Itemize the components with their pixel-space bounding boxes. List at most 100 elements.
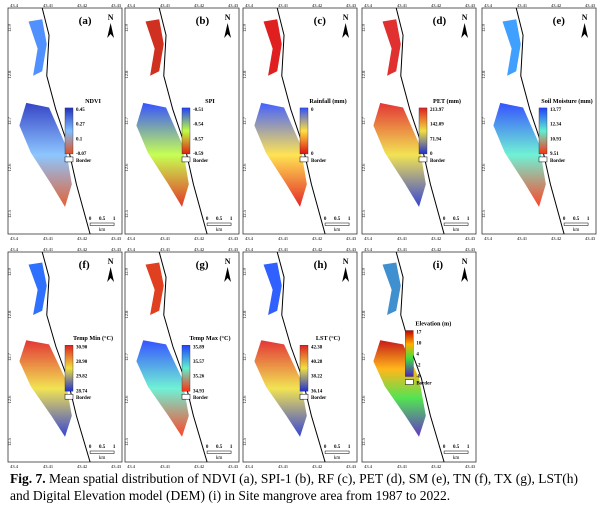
lon-tick-label: 43.4: [364, 247, 373, 252]
lon-tick-label: 43.41: [160, 236, 170, 241]
lat-tick-label: 12.9: [242, 267, 247, 276]
scale-label: 0: [89, 217, 92, 222]
north-label: N: [343, 257, 349, 266]
border-swatch: [299, 156, 309, 163]
mangrove-north: [28, 19, 47, 76]
scale-unit: km: [99, 228, 106, 233]
lon-tick-label: 43.43: [111, 236, 122, 241]
scale-label: 0.5: [216, 217, 223, 222]
lon-tick-label: 43.4: [127, 236, 136, 241]
lon-tick-label: 43.43: [465, 236, 476, 241]
border-swatch: [405, 379, 414, 385]
scale-label: 0: [443, 217, 446, 222]
map-panel: 43.4 43.4 43.41 43.41 43.42 43.42 43.43 43.43 12…: [481, 3, 597, 241]
coastline: [395, 7, 445, 235]
lon-tick-label: 43.41: [278, 3, 288, 8]
mangrove-north: [382, 19, 401, 76]
lat-tick-label: 12.8: [242, 70, 247, 79]
lat-tick-label: 12.9: [124, 23, 129, 32]
lon-tick-label: 43.43: [228, 3, 239, 8]
map-panel: 43.4 43.4 43.41 43.41 43.42 43.42 43.43 43.43 12…: [242, 247, 358, 469]
lat-tick-label: 12.6: [481, 163, 486, 172]
legend-value: 142.09: [430, 123, 444, 128]
legend-value: 42.38: [311, 345, 323, 350]
lon-tick-label: 43.41: [517, 3, 527, 8]
scale-unit: km: [453, 456, 460, 461]
caption-text: Mean spatial distribution of NDVI (a), S…: [10, 471, 579, 503]
border-label: Border: [193, 396, 209, 401]
scale-bar: [89, 450, 115, 454]
scale-bar: [324, 450, 350, 454]
coastline: [41, 251, 91, 463]
mangrove-south: [136, 340, 189, 437]
border-swatch: [538, 156, 548, 163]
lat-tick-label: 12.5: [361, 209, 366, 218]
north-arrow: [107, 267, 115, 282]
legend-value: 0.27: [76, 123, 85, 128]
mangrove-north: [263, 262, 282, 315]
lat-tick-label: 12.5: [361, 437, 366, 446]
north-arrow: [342, 23, 350, 38]
legend-colorbar: [418, 107, 428, 155]
scale-label: 1: [230, 217, 233, 222]
legend-colorbar: [64, 107, 74, 155]
north-arrow: [342, 267, 350, 282]
lon-tick-label: 43.4: [127, 247, 136, 252]
lon-tick-label: 43.4: [245, 236, 254, 241]
lon-tick-label: 43.41: [160, 3, 170, 8]
lat-tick-label: 12.8: [124, 310, 129, 319]
border-swatch: [181, 156, 191, 163]
lat-tick-label: 12.5: [124, 437, 129, 446]
scale-label: 1: [113, 445, 116, 450]
lat-tick-label: 12.9: [7, 23, 12, 32]
scale-label: 0: [89, 445, 92, 450]
lat-tick-label: 12.5: [242, 209, 247, 218]
lon-tick-label: 43.43: [228, 236, 239, 241]
legend-value: -0.54: [193, 123, 204, 128]
coastline: [276, 7, 326, 235]
legend-title: NDVI: [85, 98, 101, 105]
lat-tick-label: 12.9: [124, 267, 129, 276]
north-label: N: [343, 13, 349, 22]
border-label: Border: [76, 396, 92, 401]
lon-tick-label: 43.42: [312, 464, 322, 468]
border-swatch: [418, 156, 428, 163]
lat-tick-label: 12.9: [242, 23, 247, 32]
scale-bar: [324, 222, 350, 226]
map-panel: 43.4 43.4 43.41 43.41 43.42 43.42 43.43 43.43 12…: [361, 247, 477, 469]
lat-tick-label: 12.8: [481, 70, 486, 79]
mangrove-south: [373, 340, 426, 437]
lon-tick-label: 43.4: [245, 247, 254, 252]
north-label: N: [462, 13, 468, 22]
lon-tick-label: 43.41: [397, 236, 407, 241]
lat-tick-label: 12.7: [242, 352, 247, 361]
lat-tick-label: 12.8: [7, 70, 12, 79]
mangrove-south: [373, 102, 426, 207]
lon-tick-label: 43.41: [43, 3, 53, 8]
legend-title: Temp Min (°C): [73, 335, 113, 342]
north-label: N: [225, 257, 231, 266]
lat-tick-label: 12.5: [124, 209, 129, 218]
lon-tick-label: 43.43: [111, 464, 122, 468]
lon-tick-label: 43.4: [245, 464, 254, 468]
lat-tick-label: 12.7: [361, 352, 366, 361]
scale-bar: [206, 450, 232, 454]
lat-tick-label: 12.8: [7, 310, 12, 319]
legend-title: Rainfall (mm): [309, 98, 346, 105]
lon-tick-label: 43.43: [111, 247, 122, 252]
legend-title: LST (°C): [316, 335, 340, 342]
lon-tick-label: 43.4: [364, 236, 373, 241]
lon-tick-label: 43.42: [77, 3, 87, 8]
lon-tick-label: 43.42: [551, 3, 561, 8]
legend-title: SPI: [205, 98, 215, 105]
scale-label: 0: [563, 217, 566, 222]
legend-value: -0.07: [76, 152, 87, 157]
legend-value: 30.90: [76, 345, 88, 350]
lon-tick-label: 43.43: [585, 3, 596, 8]
map-panel: 43.4 43.4 43.41 43.41 43.42 43.42 43.43 43.43 12…: [124, 3, 240, 241]
panel-letter: (g): [196, 259, 209, 271]
lat-tick-label: 12.6: [242, 163, 247, 172]
scale-label: 0.5: [334, 445, 341, 450]
scale-label: 1: [467, 445, 470, 450]
